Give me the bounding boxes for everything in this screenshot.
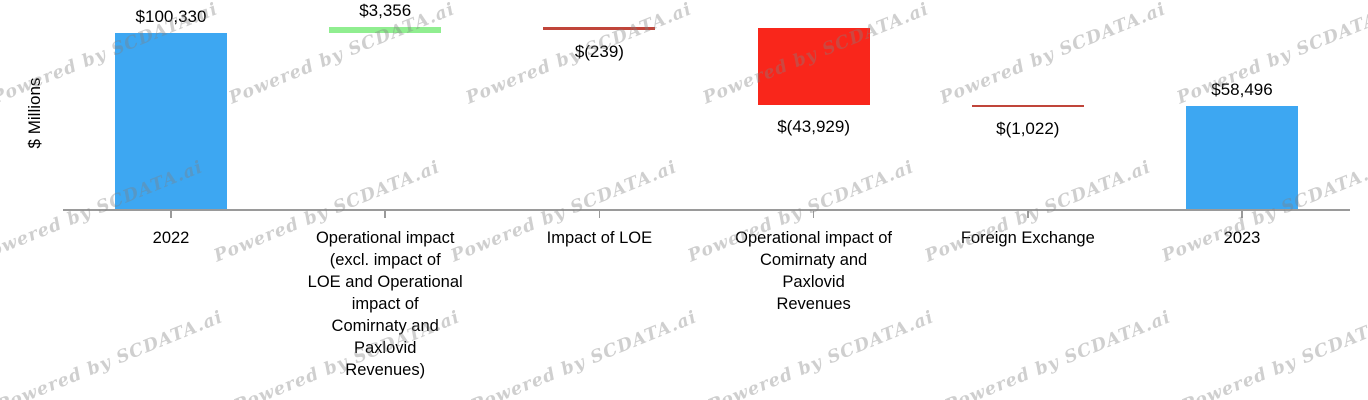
x-axis-tick [812,211,815,218]
category-label: Operational impact (excl. impact of LOE an… [307,229,463,379]
value-label: $(239) [574,41,624,61]
waterfall-bar-total-0 [115,33,227,209]
value-label: $(1,022) [996,119,1060,139]
waterfall-bar-total-5 [1186,106,1298,209]
category-label: Foreign Exchange [960,229,1095,247]
x-axis-tick [1027,211,1029,218]
waterfall-bar-increase-1 [329,27,442,33]
watermark-text: Powered by SCDATA.ai [0,307,226,400]
x-axis-line [63,209,1350,211]
watermark-text: Powered by SCDATA.ai [1179,307,1368,400]
value-label: $58,496 [1211,80,1273,100]
value-label: $100,330 [135,7,207,26]
waterfall-bar-decrease-2 [543,27,656,30]
watermark-text: Powered by SCDATA.ai [942,307,1174,400]
value-label: $(43,929) [777,116,850,136]
category-label: 2022 [152,229,190,247]
x-axis-tick [384,211,386,218]
waterfall-bar-decrease-4 [971,104,1084,108]
category-label: 2023 [1223,229,1261,247]
value-label: $3,356 [359,1,412,21]
category-label: Impact of LOE [546,229,653,247]
x-axis-tick [598,211,601,218]
x-axis-tick [1241,211,1243,218]
waterfall-bar-decrease-3 [757,27,870,105]
x-axis-tick [170,211,172,218]
category-label: Operational impact of Comirnaty and Paxlov… [735,229,893,313]
watermark-text: Powered by SCDATA.ai [705,307,937,400]
y-axis-title: $ Millions [25,77,44,149]
watermark-text: Powered by SCDATA.ai [937,0,1169,109]
